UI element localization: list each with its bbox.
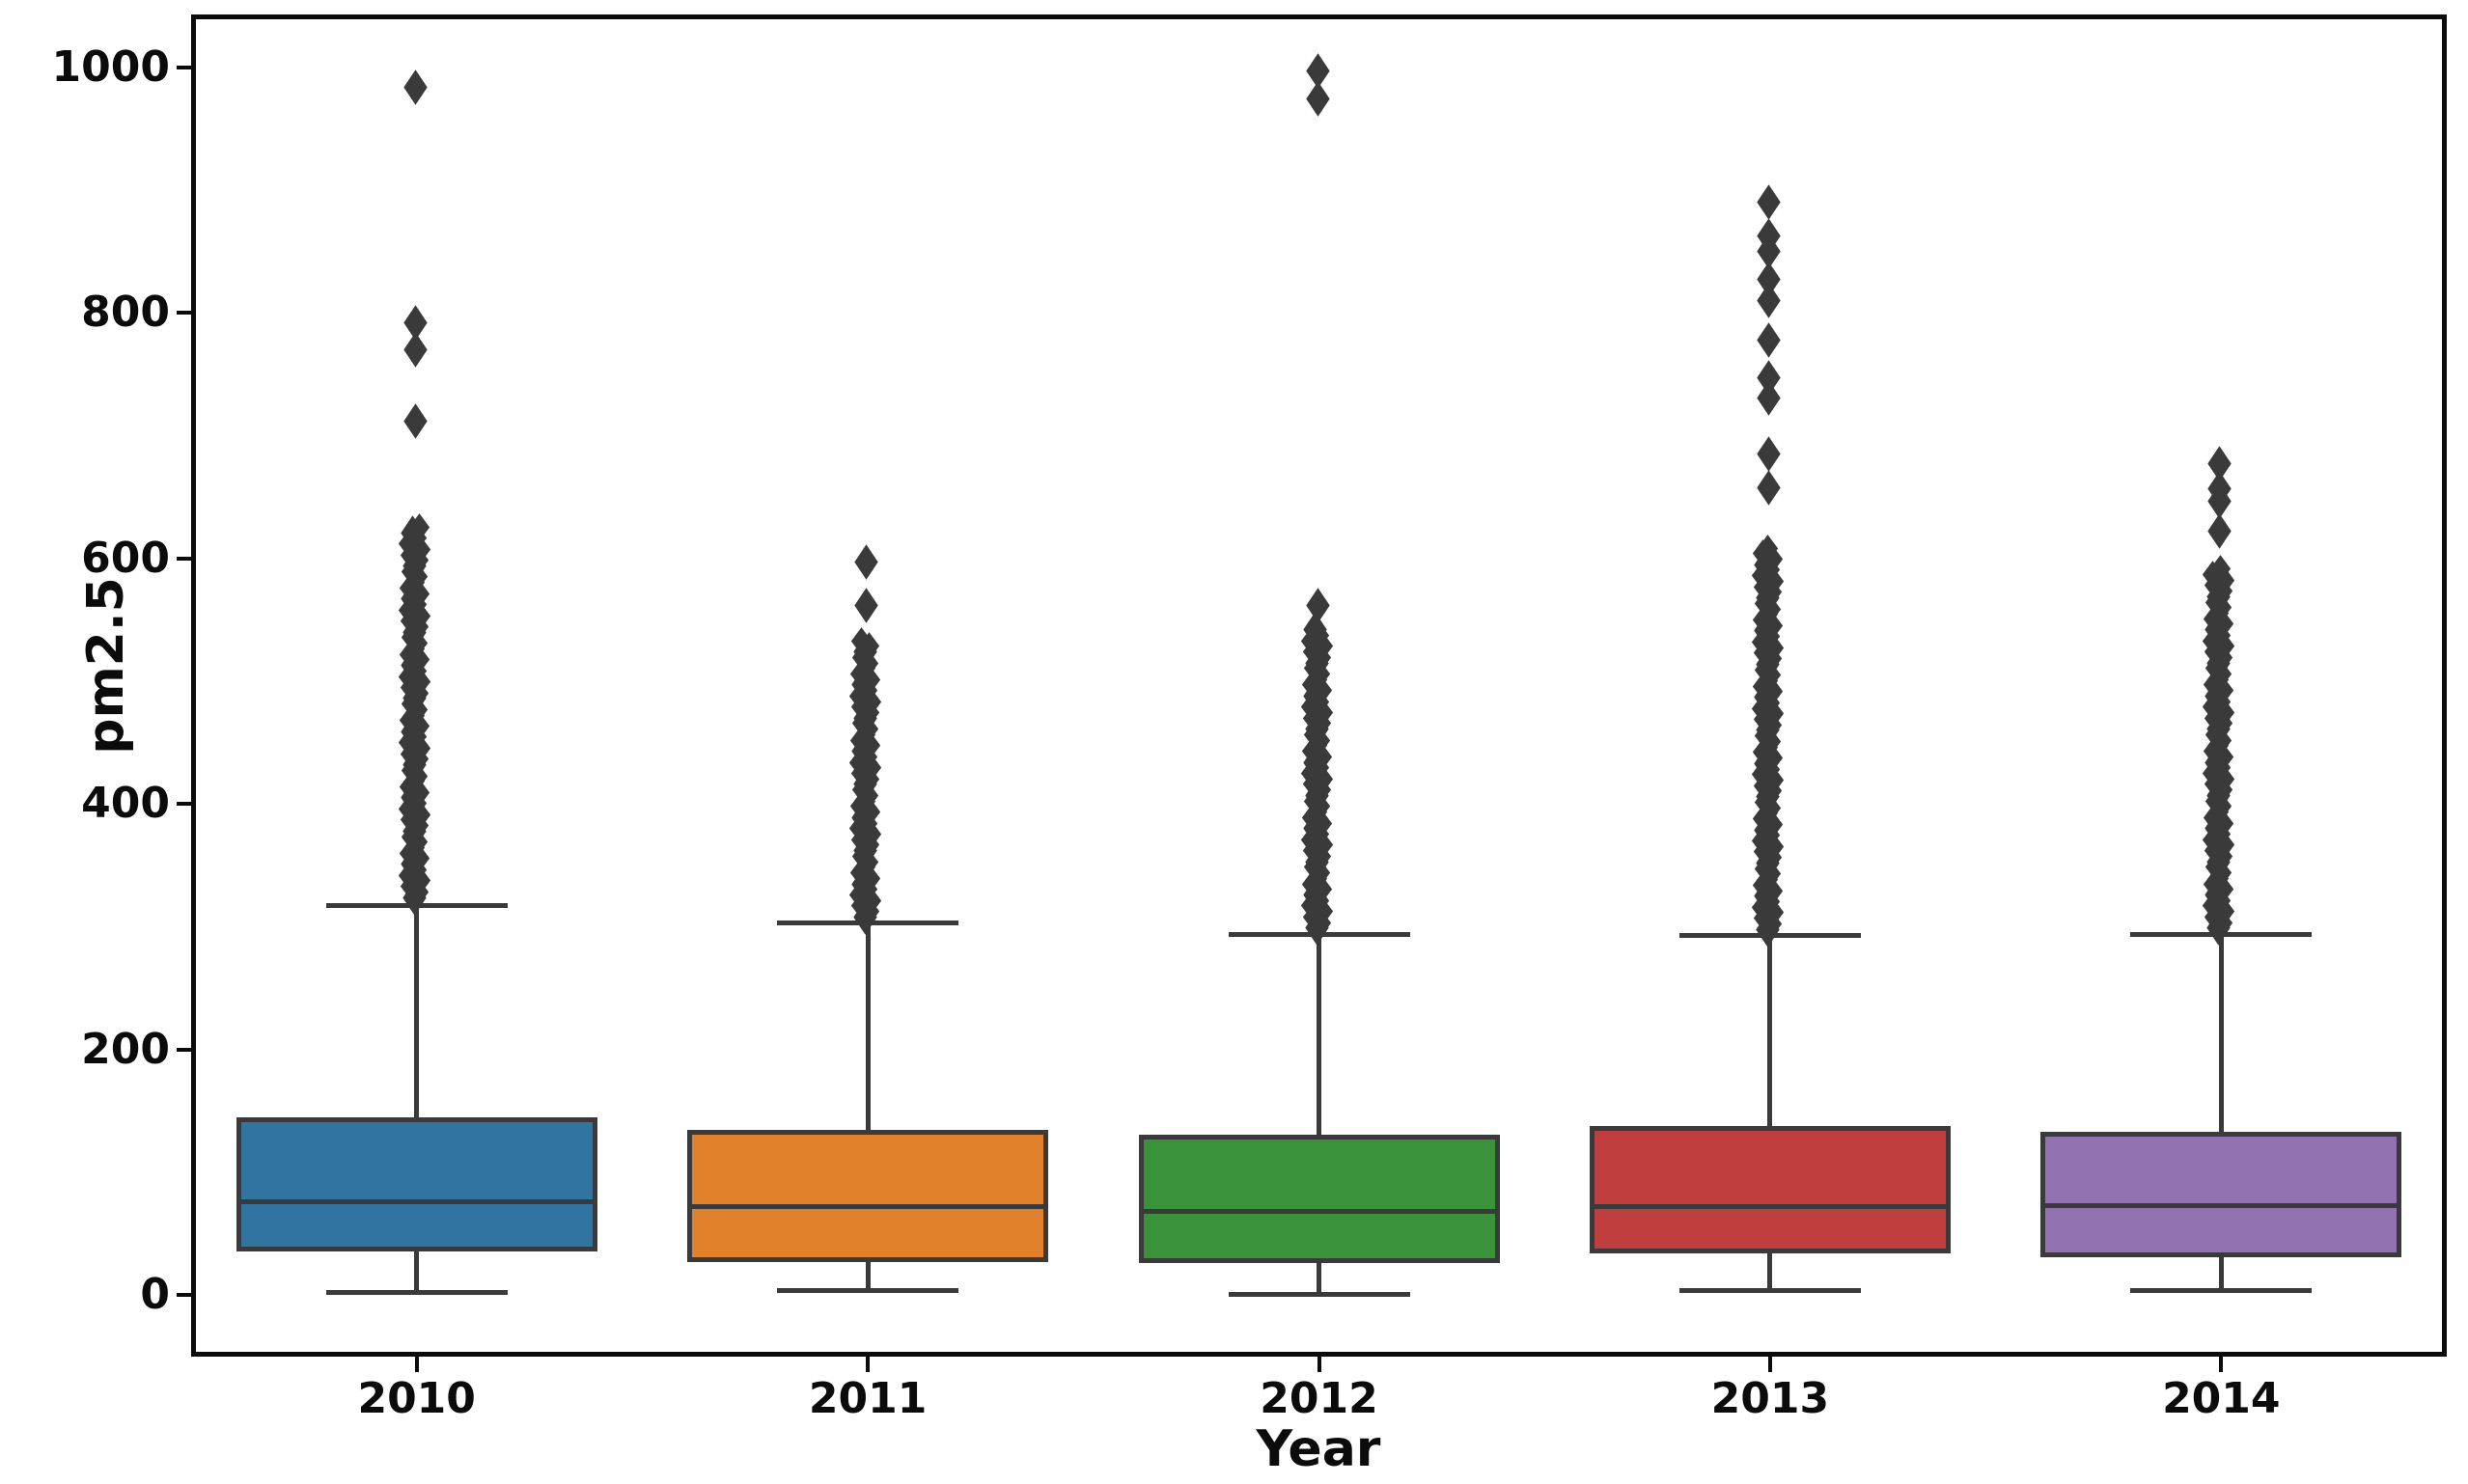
- upper-whisker-line: [2218, 934, 2224, 1133]
- x-tick-label: 2013: [1710, 1374, 1830, 1423]
- y-tick-mark: [177, 1047, 191, 1052]
- x-tick-mark: [2219, 1357, 2224, 1372]
- x-tick-mark: [414, 1357, 419, 1372]
- lower-whisker-line: [1767, 1253, 1773, 1291]
- y-tick-mark: [177, 1293, 191, 1298]
- box-2011: [687, 1129, 1049, 1262]
- y-tick-mark: [177, 311, 191, 316]
- y-tick-label: 200: [81, 1024, 170, 1074]
- y-tick-label: 0: [140, 1270, 170, 1320]
- lower-whisker-line: [865, 1262, 871, 1291]
- lower-whisker-cap: [325, 1290, 508, 1296]
- x-tick-label: 2014: [2162, 1374, 2281, 1423]
- y-tick-mark: [177, 802, 191, 807]
- median-line: [236, 1199, 597, 1205]
- median-line: [687, 1204, 1049, 1210]
- x-axis-title: Year: [1256, 1420, 1381, 1478]
- lower-whisker-line: [1317, 1263, 1321, 1295]
- x-tick-label: 2011: [808, 1374, 928, 1423]
- x-tick-mark: [1317, 1357, 1321, 1372]
- median-line: [1589, 1204, 1951, 1210]
- upper-whisker-line: [865, 922, 871, 1130]
- lower-whisker-cap: [1228, 1291, 1410, 1297]
- box-2013: [1589, 1125, 1951, 1254]
- y-axis-title: pm2.5: [76, 577, 135, 755]
- lower-whisker-line: [2218, 1256, 2224, 1291]
- box-2012: [1138, 1134, 1500, 1264]
- upper-whisker-line: [1317, 934, 1321, 1135]
- y-tick-mark: [177, 65, 191, 69]
- y-tick-label: 600: [81, 533, 170, 583]
- y-tick-label: 800: [81, 288, 170, 338]
- y-tick-label: 1000: [51, 41, 170, 92]
- upper-whisker-line: [1767, 935, 1773, 1126]
- lower-whisker-cap: [2130, 1287, 2313, 1293]
- median-line: [1138, 1209, 1500, 1215]
- x-tick-mark: [866, 1357, 871, 1372]
- x-tick-label: 2010: [357, 1374, 476, 1423]
- median-line: [2040, 1202, 2402, 1208]
- lower-whisker-cap: [1678, 1287, 1861, 1293]
- lower-whisker-line: [414, 1250, 420, 1293]
- x-tick-label: 2012: [1260, 1374, 1378, 1423]
- box-2010: [236, 1116, 597, 1251]
- lower-whisker-cap: [777, 1287, 959, 1293]
- x-tick-mark: [1767, 1357, 1772, 1372]
- y-tick-mark: [177, 556, 191, 561]
- box-2014: [2040, 1132, 2402, 1257]
- upper-whisker-line: [414, 905, 420, 1117]
- y-tick-label: 400: [81, 779, 170, 829]
